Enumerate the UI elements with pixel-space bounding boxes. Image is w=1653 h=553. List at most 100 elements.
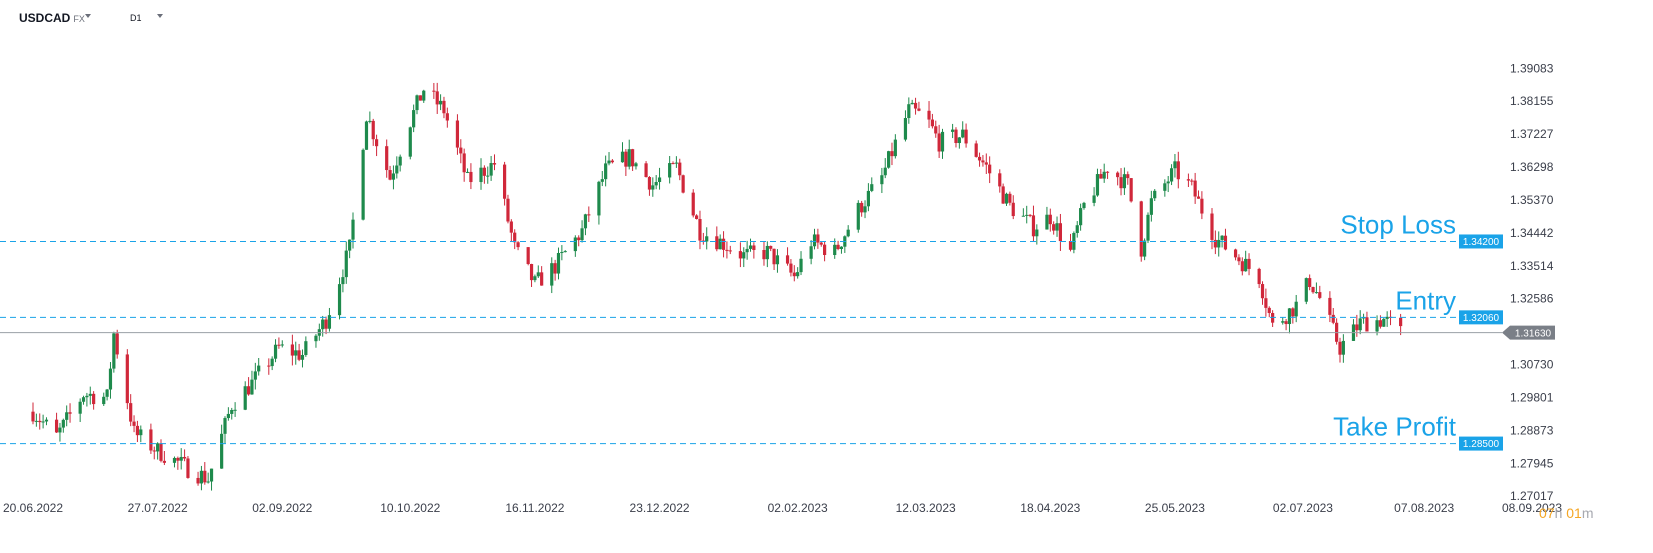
candle (866, 183, 870, 212)
candle (1025, 205, 1029, 224)
candle (1186, 173, 1191, 188)
candle (1385, 311, 1389, 327)
candle (1008, 191, 1012, 206)
candle (1166, 176, 1170, 193)
candle (1055, 216, 1059, 237)
candle (132, 415, 136, 433)
candle (112, 331, 116, 373)
candle (957, 136, 961, 149)
candle (44, 417, 49, 426)
date-tick-label: 07.08.2023 (1394, 501, 1454, 515)
candle (1116, 171, 1120, 186)
candle (981, 155, 985, 167)
date-tick-label: 20.06.2022 (3, 501, 63, 515)
candle (1331, 308, 1335, 325)
candle (415, 94, 419, 115)
candle (341, 269, 345, 293)
timeframe-selector[interactable]: D1 (130, 13, 142, 23)
candle (199, 465, 204, 491)
timeframe-dropdown-icon[interactable] (157, 14, 163, 18)
price-tick-label: 1.38155 (1510, 94, 1554, 108)
candle (961, 121, 965, 139)
candle (115, 329, 119, 359)
candle (233, 402, 237, 417)
candle (1361, 313, 1366, 324)
candle (1338, 337, 1342, 363)
candle (1213, 230, 1217, 255)
candle (816, 228, 820, 249)
candle (206, 472, 210, 484)
date-tick-label: 25.05.2023 (1145, 501, 1205, 515)
candle (940, 128, 945, 159)
candle (1176, 151, 1180, 189)
level-label: Stop Loss (1340, 209, 1456, 239)
candle (81, 395, 86, 405)
time-axis[interactable]: 20.06.2022 27.07.2022 02.09.2022 10.10.2022… (3, 501, 1562, 515)
candle (1264, 288, 1268, 317)
candle (1082, 201, 1086, 210)
candle (1328, 291, 1332, 323)
candle (974, 140, 978, 158)
candle (226, 407, 230, 421)
price-tick-label: 1.28873 (1510, 423, 1554, 437)
candle (125, 349, 129, 410)
date-tick-label: 27.07.2022 (128, 501, 188, 515)
candle (671, 161, 675, 165)
candle (930, 113, 934, 129)
candle (1031, 205, 1036, 242)
candle (583, 213, 588, 236)
date-tick-label: 16.11.2022 (505, 501, 564, 515)
candle (65, 405, 69, 427)
levels-layer: Stop Loss 1.34200 Entry 1.32060 Take Profit 1… (0, 209, 1555, 451)
price-axis[interactable]: 1.39083 1.38155 1.37227 1.36298 1.35370 1.344… (1510, 61, 1554, 503)
symbol-dropdown-icon[interactable] (85, 14, 91, 18)
candle (102, 392, 106, 406)
candle (772, 248, 776, 270)
candle (870, 177, 874, 193)
candle (927, 101, 931, 128)
candle (951, 123, 955, 139)
candle (1139, 200, 1143, 262)
candle (1284, 319, 1288, 331)
candle (1196, 190, 1201, 199)
candle (223, 416, 227, 444)
candle (765, 241, 769, 268)
candle (627, 139, 631, 170)
candle (465, 168, 470, 174)
candle (1240, 257, 1244, 276)
candle (644, 161, 648, 178)
candle (105, 388, 109, 401)
candle (418, 95, 422, 101)
candle (1119, 168, 1123, 196)
candle (1287, 308, 1292, 334)
candle (775, 249, 780, 273)
candle (799, 251, 803, 276)
candle (1271, 310, 1275, 327)
candle (280, 340, 284, 348)
candle (984, 153, 988, 174)
candle (880, 167, 884, 194)
price-tick-label: 1.29801 (1510, 390, 1554, 404)
symbol-selector[interactable]: USDCAD FX (19, 11, 85, 25)
candle (698, 210, 702, 250)
candle (1095, 168, 1100, 197)
candle (250, 370, 254, 395)
svg-text:1.28500: 1.28500 (1463, 439, 1500, 450)
candle (913, 97, 918, 115)
candle (839, 246, 844, 254)
current-price-badge: 1.31630 (1502, 325, 1555, 340)
candle (38, 413, 42, 430)
candle (152, 446, 156, 460)
candle (31, 402, 35, 425)
candle (998, 169, 1002, 193)
level-price-badge: 1.28500 (1459, 436, 1503, 451)
candle (1314, 282, 1319, 294)
candle (479, 158, 483, 190)
candle (220, 424, 224, 469)
candle (304, 336, 308, 357)
svg-text:1.34200: 1.34200 (1463, 237, 1500, 248)
candle (388, 165, 392, 181)
candle (1072, 231, 1076, 254)
candle (1075, 221, 1079, 238)
